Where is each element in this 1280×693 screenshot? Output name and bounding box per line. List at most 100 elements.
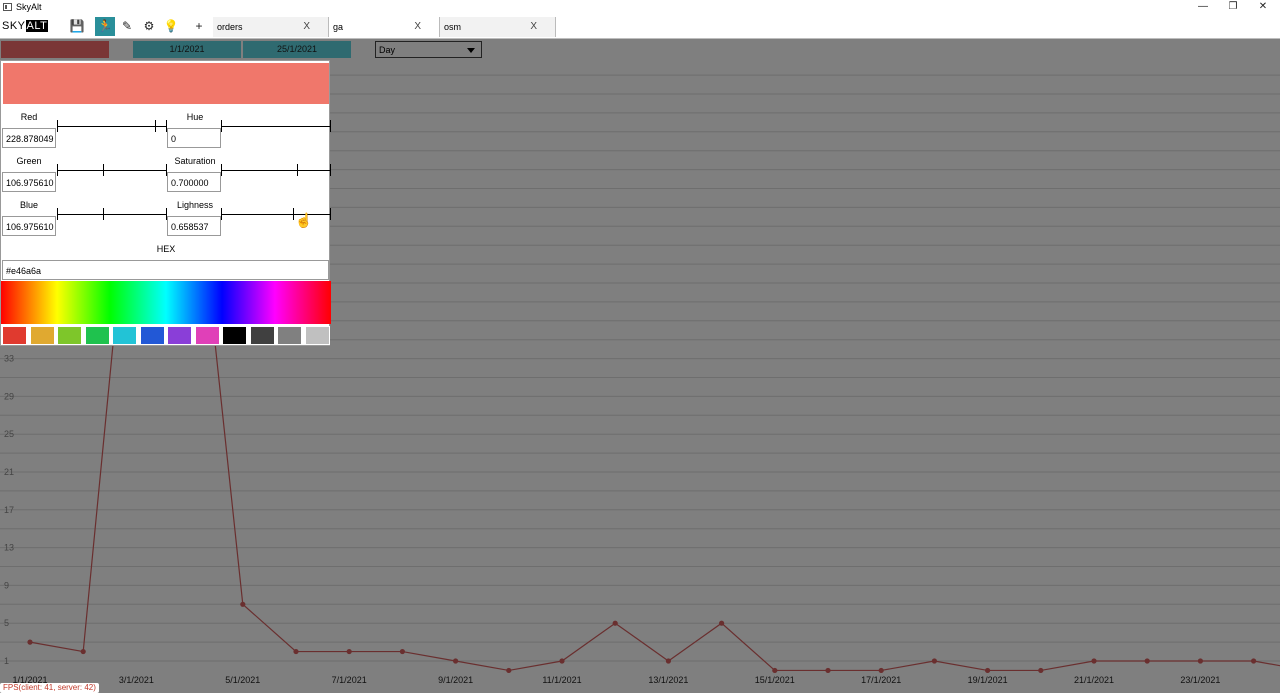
- x-tick-label: 5/1/2021: [225, 675, 260, 685]
- data-point: [559, 658, 565, 664]
- green-label: Green: [16, 156, 42, 166]
- y-tick-label: 25: [4, 429, 14, 439]
- logo-alt: ALT: [25, 20, 49, 32]
- chevron-down-icon: [467, 48, 475, 53]
- hue-slider-handle[interactable]: [221, 120, 222, 132]
- tab-label: orders: [217, 22, 243, 32]
- close-window-button[interactable]: ✕: [1258, 1, 1268, 12]
- data-point: [293, 648, 299, 655]
- data-point: [878, 667, 884, 674]
- idea-icon[interactable]: 💡: [163, 19, 179, 33]
- title-bar: SkyAlt — ❐ ✕: [0, 0, 1280, 15]
- settings-icon[interactable]: ⚙: [143, 19, 155, 33]
- tab-orders[interactable]: orders X: [213, 17, 329, 37]
- x-tick-label: 15/1/2021: [755, 675, 795, 685]
- red-slider[interactable]: [57, 120, 167, 132]
- color-swatch[interactable]: [304, 326, 330, 345]
- app-icon: [3, 3, 12, 11]
- y-tick-label: 9: [4, 580, 9, 590]
- green-input[interactable]: 106.975610: [2, 172, 56, 192]
- tab-osm[interactable]: osm X: [440, 17, 556, 37]
- color-swatch[interactable]: [194, 326, 220, 345]
- lightness-slider-handle[interactable]: [293, 208, 294, 220]
- x-tick-label: 21/1/2021: [1074, 675, 1114, 685]
- data-point: [346, 648, 352, 655]
- data-point: [825, 667, 831, 674]
- hex-label: HEX: [156, 244, 176, 254]
- y-tick-label: 5: [4, 618, 9, 628]
- color-swatch[interactable]: [222, 326, 247, 345]
- data-point: [1251, 658, 1257, 664]
- data-point: [612, 620, 618, 626]
- green-slider-handle[interactable]: [103, 164, 104, 176]
- x-tick-label: 23/1/2021: [1180, 675, 1220, 685]
- lightness-slider[interactable]: [221, 208, 331, 220]
- window-title: SkyAlt: [16, 2, 42, 12]
- data-point: [1197, 658, 1203, 664]
- add-tab-icon[interactable]: +: [195, 19, 203, 33]
- color-swatch[interactable]: [277, 326, 302, 345]
- red-slider-handle[interactable]: [155, 120, 156, 132]
- start-date-button[interactable]: 1/1/2021: [133, 41, 241, 58]
- restore-button[interactable]: ❐: [1228, 1, 1238, 12]
- data-point: [506, 667, 512, 674]
- data-point: [719, 620, 725, 626]
- blue-label: Blue: [19, 200, 38, 210]
- data-point: [453, 658, 459, 664]
- minimize-button[interactable]: —: [1198, 1, 1208, 12]
- color-swatch[interactable]: [249, 326, 275, 345]
- save-icon[interactable]: 💾: [69, 19, 85, 33]
- tab-ga[interactable]: ga X: [329, 17, 440, 37]
- data-point: [772, 667, 778, 674]
- end-date-button[interactable]: 25/1/2021: [243, 41, 351, 58]
- saturation-slider[interactable]: [221, 164, 331, 176]
- hex-input[interactable]: #e46a6a: [2, 260, 329, 280]
- tab-label: osm: [444, 22, 462, 32]
- data-point: [931, 658, 938, 664]
- green-slider[interactable]: [57, 164, 167, 176]
- color-swatch[interactable]: [139, 326, 165, 345]
- red-label: Red: [20, 112, 38, 122]
- saturation-input[interactable]: 0.700000: [167, 172, 221, 192]
- group-by-dropdown[interactable]: Day: [375, 41, 482, 58]
- y-tick-label: 21: [4, 467, 14, 477]
- hue-input[interactable]: 0: [167, 128, 221, 148]
- color-swatch[interactable]: [84, 326, 110, 345]
- red-input[interactable]: 228.878049: [2, 128, 56, 148]
- blue-slider[interactable]: [57, 208, 167, 220]
- data-point: [1144, 658, 1150, 664]
- color-picker-popup: Red 228.878049 Hue 0 Green 106.975610 Sa…: [0, 60, 331, 346]
- y-tick-label: 29: [4, 391, 14, 401]
- color-button[interactable]: [1, 41, 109, 58]
- hue-label: Hue: [186, 112, 204, 122]
- fps-status: FPS(client: 41, server: 42): [0, 683, 99, 693]
- color-swatch[interactable]: [2, 326, 27, 345]
- y-tick-label: 33: [4, 354, 14, 364]
- tab-close-icon[interactable]: X: [303, 21, 310, 32]
- y-tick-label: 1: [4, 656, 9, 666]
- data-point: [399, 648, 405, 655]
- saturation-slider-handle[interactable]: [297, 164, 298, 176]
- hue-spectrum[interactable]: [1, 281, 331, 324]
- x-tick-label: 9/1/2021: [438, 675, 473, 685]
- color-swatch[interactable]: [57, 326, 82, 345]
- y-tick-label: 17: [4, 505, 14, 515]
- color-swatch[interactable]: [167, 326, 192, 345]
- tab-close-icon[interactable]: X: [530, 21, 537, 32]
- blue-slider-handle[interactable]: [103, 208, 104, 220]
- blue-input[interactable]: 106.975610: [2, 216, 56, 236]
- color-swatch[interactable]: [112, 326, 137, 345]
- tab-close-icon[interactable]: X: [414, 21, 421, 32]
- data-point: [80, 648, 86, 655]
- x-tick-label: 3/1/2021: [119, 675, 154, 685]
- lightness-input[interactable]: 0.658537: [167, 216, 221, 236]
- edit-icon[interactable]: ✎: [121, 19, 133, 33]
- run-icon[interactable]: 🏃: [95, 17, 115, 36]
- color-swatch[interactable]: [29, 326, 55, 345]
- y-tick-label: 13: [4, 543, 14, 553]
- x-tick-label: 1/1/2021: [12, 675, 47, 685]
- group-by-value: Day: [379, 45, 396, 55]
- x-tick-label: 7/1/2021: [332, 675, 367, 685]
- hue-slider[interactable]: [221, 120, 331, 132]
